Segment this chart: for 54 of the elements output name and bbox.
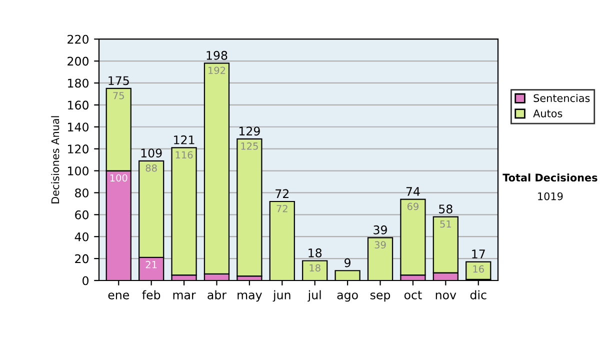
x-tick-label: nov (436, 292, 456, 300)
x-tick-label: ene (108, 292, 129, 300)
legend-label: Autos (533, 110, 562, 118)
data-label: 125 (241, 142, 258, 150)
x-tick-label: mar (173, 292, 196, 300)
data-label: 39 (374, 241, 386, 249)
total-label: 39 (374, 225, 387, 234)
y-tick-label: 100 (68, 166, 88, 176)
total-label: 129 (239, 126, 260, 136)
total-label: 17 (472, 250, 485, 258)
total-label: 58 (439, 204, 452, 214)
total-label: 9 (344, 258, 350, 268)
data-label: 100 (110, 174, 128, 182)
y-tick-label: 0 (82, 276, 88, 286)
x-tick-label: feb (142, 290, 160, 300)
total-label: 198 (206, 50, 228, 60)
data-label: 192 (208, 66, 226, 74)
data-label: 75 (113, 92, 124, 100)
data-label: 116 (176, 151, 193, 159)
total-label: 72 (276, 189, 288, 198)
data-label: 16 (473, 265, 484, 273)
x-tick-label: dic (470, 290, 486, 300)
data-label: 21 (146, 260, 157, 268)
data-label: 88 (146, 164, 157, 172)
y-tick-label: 20 (75, 254, 88, 264)
y-tick-label: 180 (68, 78, 88, 88)
x-tick-label: may (238, 292, 262, 302)
y-tick-label: 140 (68, 122, 88, 132)
legend-label: Sentencias (534, 94, 590, 102)
x-tick-label: jul (308, 290, 321, 302)
total-label: 121 (174, 135, 194, 144)
y-tick-label: 200 (68, 56, 88, 66)
data-label: 69 (407, 202, 418, 210)
y-tick-label: 40 (74, 232, 88, 242)
x-tick-label: jun (272, 290, 290, 302)
total-label: 175 (108, 76, 129, 86)
x-tick-label: oct (404, 290, 422, 300)
text: 1019 (538, 192, 563, 200)
x-tick-label: abr (208, 290, 227, 300)
total-label: 18 (308, 248, 322, 258)
y-axis-title: Decisiones Anual (51, 116, 60, 204)
total-label: 109 (141, 148, 162, 158)
data-label: 18 (310, 264, 320, 272)
x-tick-label: ago (337, 292, 358, 302)
y-tick-label: 120 (68, 144, 88, 154)
y-tick-label: 220 (68, 34, 88, 44)
y-tick-label: 80 (75, 188, 88, 198)
total-label: 74 (406, 187, 420, 196)
data-label: 72 (276, 204, 288, 212)
data-label: 51 (440, 220, 451, 228)
y-tick-label: 160 (68, 100, 88, 110)
y-tick-label: 60 (75, 210, 88, 220)
x-tick-label: sep (370, 292, 390, 302)
text: Total Decisiones (502, 173, 598, 182)
